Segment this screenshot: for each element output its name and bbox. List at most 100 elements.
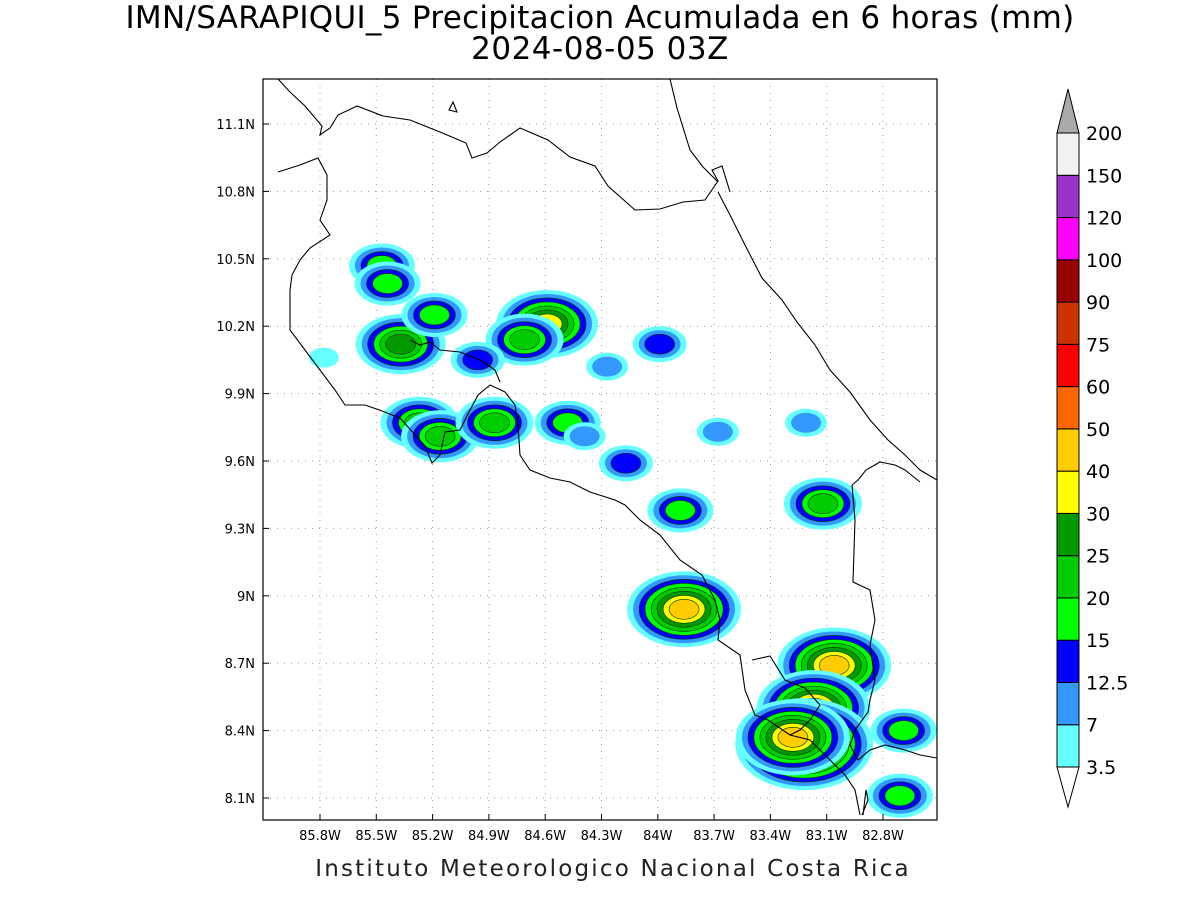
lon-tick-label: 83.1W [806,829,848,844]
lat-tick-label: 10.2N [216,320,255,335]
osa-peninsula [751,655,821,736]
lat-tick-label: 9.9N [225,388,255,403]
precip-contour-7 [702,421,733,442]
precip-cell [632,326,687,363]
precip-contour-12.5 [610,452,642,474]
precip-cell [455,396,534,449]
colorbar-swatch [1056,386,1080,430]
lon-tick-label: 85.8W [299,829,341,844]
lon-tick-label: 83.7W [693,829,735,844]
lon-tick-label: 82.8W [862,829,904,844]
precip-cell [696,417,739,446]
precip-contour-20 [509,329,540,350]
lon-tick-label: 84.3W [581,829,623,844]
precip-cell [598,445,653,482]
lat-tick-label: 8.7N [225,657,255,672]
colorbar-swatch [1056,343,1080,388]
lon-tick-label: 84.9W [468,829,510,844]
precip-cell [783,477,862,530]
precip-cell [870,708,937,753]
colorbar-level-label: 120 [1086,208,1122,230]
precip-contour-7 [592,356,623,377]
lat-tick-label: 10.5N [216,253,255,268]
precip-cell [485,313,564,366]
colorbar-swatch [1056,724,1080,768]
colorbar-swatch [1056,301,1080,345]
precip-contour-7 [569,426,600,447]
precip-contour-20 [479,412,510,434]
colorbar-level-label: 20 [1086,588,1110,610]
lon-tick-label: 85.5W [355,829,397,844]
precip-cell [586,352,629,381]
colorbar-swatch [1056,681,1080,726]
colorbar-swatch [1056,259,1080,303]
coastlines-and-borders [263,79,937,816]
precip-contour-15 [372,273,403,294]
colorbar-overflow-triangle [1056,88,1080,134]
colorbar-swatch [1056,555,1080,599]
nicaragua-east-shore [669,79,719,183]
colorbar-swatch [1056,512,1080,557]
lat-tick-label: 9.6N [225,455,255,470]
precip-contour-40 [668,598,700,620]
colorbar-level-label: 12.5 [1086,672,1128,694]
precip-cell [308,347,339,368]
colorbar-level-label: 7 [1086,715,1098,737]
map-title: IMN/SARAPIQUI_5 Precipitacion Acumulada … [125,0,1075,36]
nicoya-gulf-coast [409,339,501,383]
map-valid-time: 2024-08-05 03Z [471,31,729,67]
precip-cell [627,571,742,648]
precip-contour-20 [424,425,456,447]
colorbar-swatch [1056,597,1080,641]
colorbar-level-label: 30 [1086,503,1110,525]
precip-cell [401,292,468,337]
colorbar-underflow-triangle [1056,766,1080,809]
precip-cell [785,408,828,437]
precip-contour-15 [419,304,450,326]
precip-cell [354,261,421,306]
colorbar-level-label: 60 [1086,377,1110,399]
precip-cell [450,341,505,378]
lat-tick-label: 11.1N [216,118,255,133]
precip-contour-15 [665,500,696,521]
panama-south-coast [861,789,869,816]
colorbar-level-label: 150 [1086,165,1122,187]
precip-cell [563,422,606,451]
lon-tick-label: 84W [643,829,673,844]
precip-contour-3.5 [308,347,339,368]
colorbar-swatch [1056,639,1080,683]
lon-tick-label: 83.4W [749,829,791,844]
footer-credit: Instituto Meteorologico Nacional Costa R… [315,856,911,882]
lat-tick-label: 8.1N [225,792,255,807]
axis-tick-labels: 85.8W 85.5W 85.2W 84.9W 84.6W 84.3W 84W 83.7W 83… [216,118,904,844]
colorbar-swatch [1056,428,1080,472]
colorbar-level-label: 25 [1086,546,1110,568]
colorbar-level-label: 100 [1086,250,1122,272]
colorbar-swatch [1056,174,1080,219]
precip-contour-15 [884,785,916,807]
precip-contour-15 [888,720,919,741]
nicaragua-coast [263,79,731,211]
colorbar-swatch [1056,132,1080,176]
colorbar-level-label: 50 [1086,419,1110,441]
colorbar-legend: 3.5 7 12.5 15 20 25 30 40 50 60 75 90 100 120 150 200 [1056,88,1128,809]
precip-cell [866,773,933,818]
colorbar-level-label: 90 [1086,292,1110,314]
costa-rica-pacific-coast [277,157,861,816]
colorbar-level-label: 40 [1086,461,1110,483]
precip-contour-7 [791,412,822,433]
border-panama [849,461,937,761]
colorbar-level-label: 200 [1086,123,1122,145]
precip-contour-25 [385,333,416,355]
lat-tick-label: 9N [237,590,255,605]
costa-rica-caribbean-coast [717,191,937,481]
title-block: IMN/SARAPIQUI_5 Precipitacion Acumulada … [0,0,1200,67]
lat-tick-label: 10.8N [216,185,255,200]
map-frame [262,78,938,821]
lon-tick-label: 85.2W [412,829,454,844]
precip-contour-12.5 [462,349,493,371]
colorbar-level-label: 75 [1086,334,1110,356]
colorbar-swatch [1056,470,1080,514]
colorbar-level-label: 15 [1086,630,1110,652]
